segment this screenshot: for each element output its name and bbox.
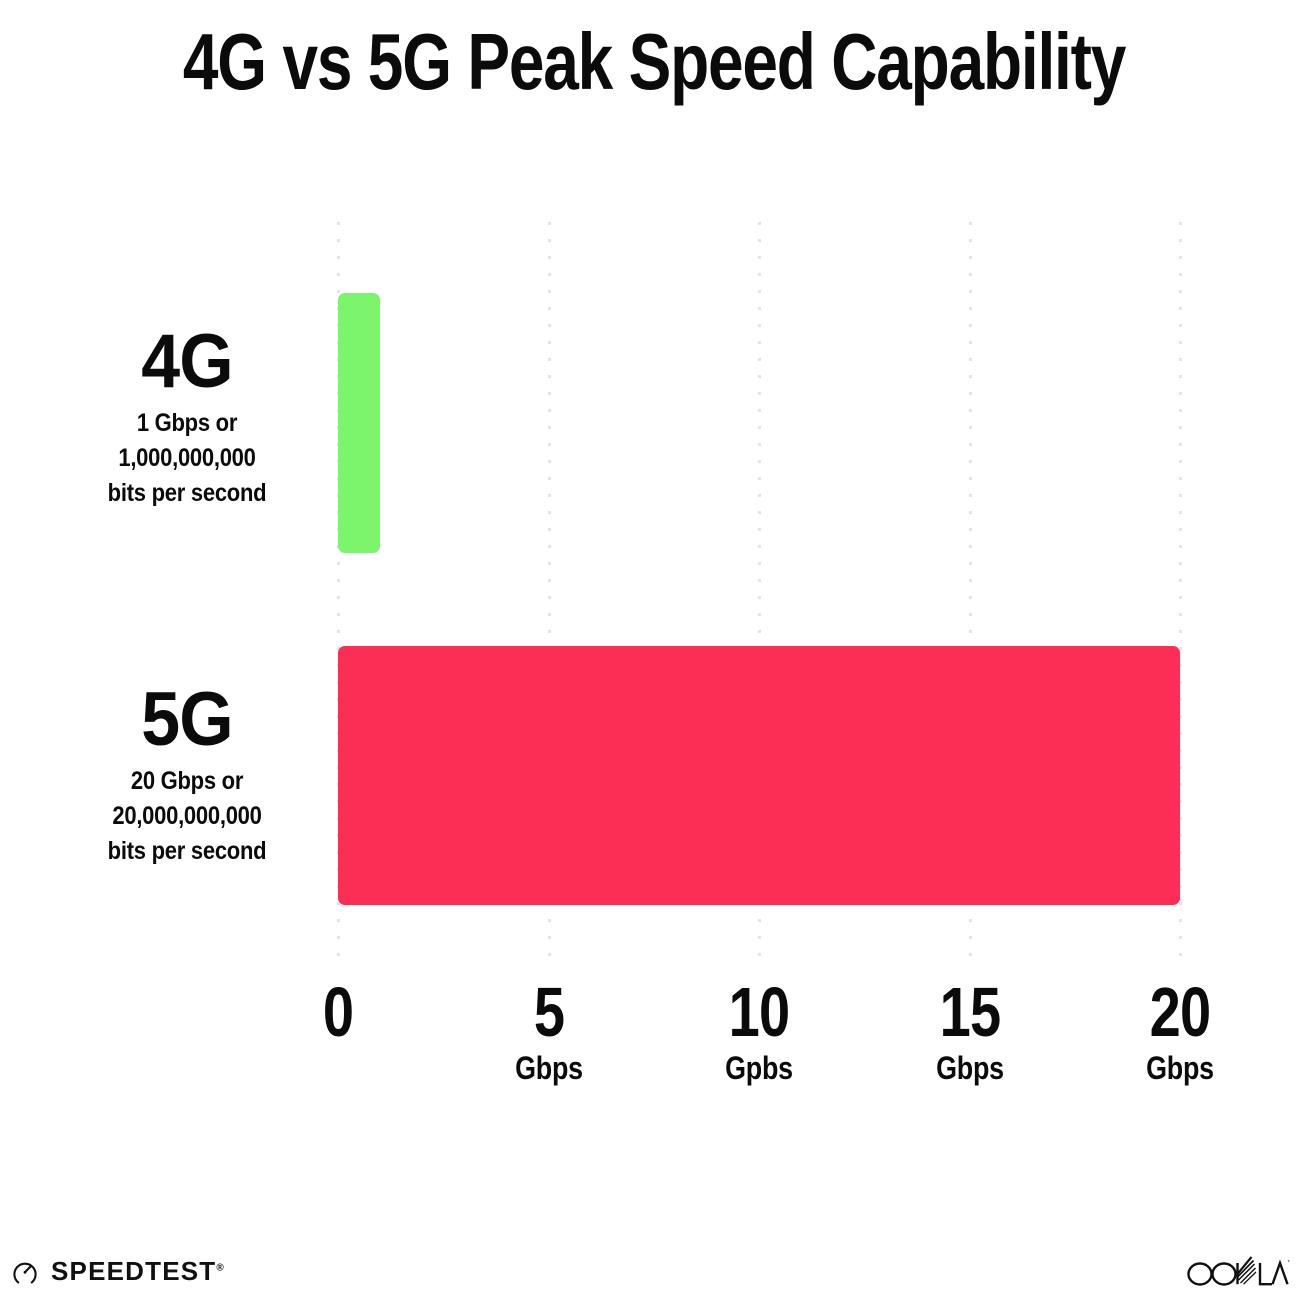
category-detail-4g-line-2: 1,000,000,000 bbox=[118, 444, 256, 472]
category-detail-4g: 1 Gbps or 1,000,000,000 bits per second bbox=[59, 406, 314, 511]
category-detail-5g-line-3: bits per second bbox=[107, 837, 267, 865]
category-detail-5g: 20 Gbps or 20,000,000,000 bits per secon… bbox=[59, 764, 314, 869]
xtick-0-unit bbox=[254, 1049, 422, 1087]
ookla-wordmark-icon: ™ bbox=[1186, 1250, 1290, 1290]
svg-text:™: ™ bbox=[1287, 1259, 1290, 1266]
xtick-0: 0 bbox=[238, 975, 438, 1087]
speedtest-wordmark-text: SPEEDTEST bbox=[51, 1256, 217, 1286]
xtick-20-unit: Gbps bbox=[1146, 1050, 1214, 1086]
category-name-5g: 5G bbox=[141, 677, 233, 762]
xtick-20-value: 20 bbox=[1149, 973, 1211, 1051]
xtick-15-value: 15 bbox=[939, 973, 1001, 1051]
category-label-4g: 4G 1 Gbps or 1,000,000,000 bits per seco… bbox=[42, 319, 332, 511]
xtick-0-value: 0 bbox=[322, 973, 354, 1051]
category-detail-5g-line-2: 20,000,000,000 bbox=[112, 802, 262, 830]
category-detail-5g-line-1: 20 Gbps or bbox=[130, 767, 244, 795]
category-detail-4g-line-3: bits per second bbox=[107, 479, 267, 507]
speedtest-wordmark: SPEEDTEST® bbox=[51, 1256, 224, 1287]
ookla-logo: ™ bbox=[1186, 1250, 1290, 1290]
speedtest-logo: SPEEDTEST® bbox=[10, 1256, 224, 1287]
xtick-5: 5 Gbps bbox=[449, 975, 649, 1087]
xtick-10-value: 10 bbox=[728, 973, 790, 1051]
speedtest-trademark: ® bbox=[216, 1262, 224, 1274]
xtick-10-unit: Gpbs bbox=[725, 1050, 793, 1086]
bar-5g bbox=[338, 646, 1180, 905]
xtick-20: 20 Gbps bbox=[1080, 975, 1280, 1087]
xtick-5-value: 5 bbox=[533, 973, 565, 1051]
speedometer-gauge-icon bbox=[10, 1257, 40, 1287]
page-title: 4G vs 5G Peak Speed Capability bbox=[182, 17, 1126, 106]
xtick-5-unit: Gbps bbox=[515, 1050, 583, 1086]
category-name-4g: 4G bbox=[141, 319, 233, 404]
xtick-15-unit: Gbps bbox=[936, 1050, 1004, 1086]
xtick-10: 10 Gpbs bbox=[659, 975, 859, 1087]
xtick-15: 15 Gbps bbox=[870, 975, 1070, 1087]
bar-4g bbox=[338, 293, 380, 553]
category-detail-4g-line-1: 1 Gbps or bbox=[136, 409, 238, 437]
category-label-5g: 5G 20 Gbps or 20,000,000,000 bits per se… bbox=[42, 677, 332, 869]
